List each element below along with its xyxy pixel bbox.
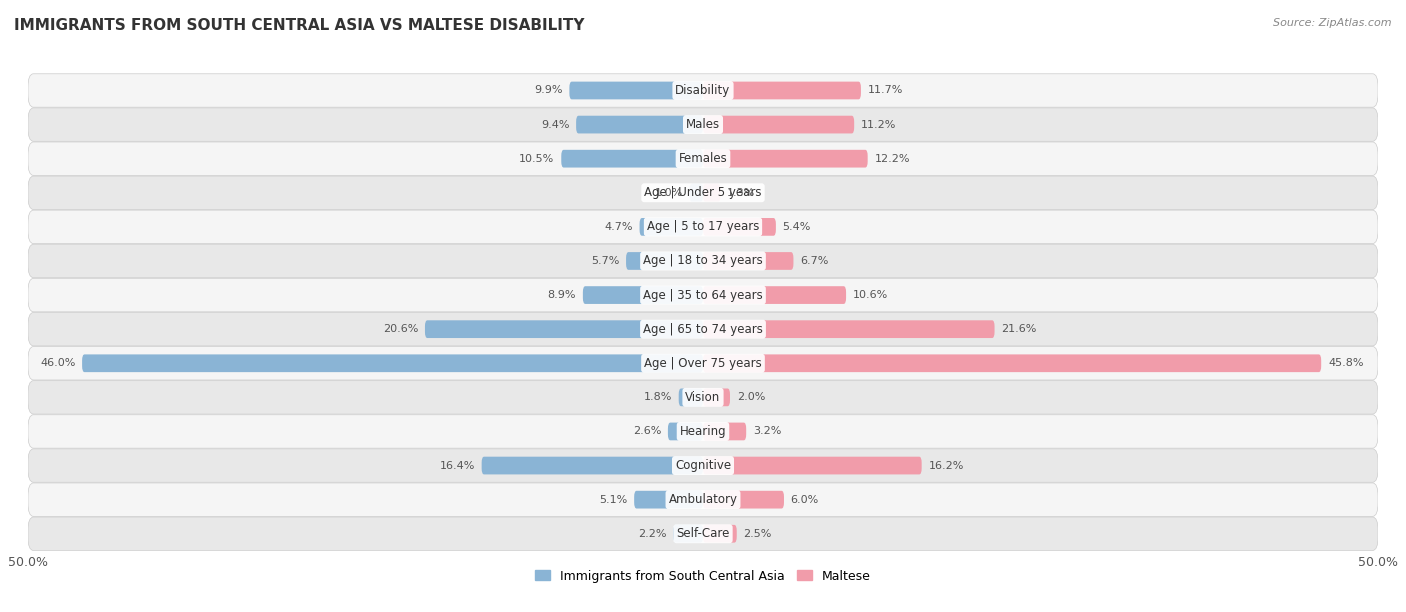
Text: 11.2%: 11.2% [860, 119, 896, 130]
Text: 9.4%: 9.4% [541, 119, 569, 130]
Text: Ambulatory: Ambulatory [668, 493, 738, 506]
FancyBboxPatch shape [583, 286, 703, 304]
FancyBboxPatch shape [703, 457, 922, 474]
FancyBboxPatch shape [28, 415, 1378, 448]
FancyBboxPatch shape [28, 176, 1378, 209]
Text: Cognitive: Cognitive [675, 459, 731, 472]
Text: 11.7%: 11.7% [868, 86, 903, 95]
Text: 2.6%: 2.6% [633, 427, 661, 436]
Text: 3.2%: 3.2% [754, 427, 782, 436]
FancyBboxPatch shape [28, 449, 1378, 482]
FancyBboxPatch shape [28, 74, 1378, 107]
FancyBboxPatch shape [82, 354, 703, 372]
Text: 1.0%: 1.0% [655, 188, 683, 198]
FancyBboxPatch shape [28, 517, 1378, 550]
FancyBboxPatch shape [673, 525, 703, 543]
FancyBboxPatch shape [703, 150, 868, 168]
FancyBboxPatch shape [689, 184, 703, 201]
FancyBboxPatch shape [703, 81, 860, 99]
Legend: Immigrants from South Central Asia, Maltese: Immigrants from South Central Asia, Malt… [530, 564, 876, 588]
Text: 46.0%: 46.0% [39, 358, 76, 368]
Text: 16.2%: 16.2% [928, 461, 963, 471]
FancyBboxPatch shape [28, 244, 1378, 278]
Text: Age | 18 to 34 years: Age | 18 to 34 years [643, 255, 763, 267]
FancyBboxPatch shape [703, 252, 793, 270]
Text: 2.0%: 2.0% [737, 392, 765, 402]
FancyBboxPatch shape [561, 150, 703, 168]
FancyBboxPatch shape [703, 389, 730, 406]
FancyBboxPatch shape [28, 108, 1378, 141]
Text: 12.2%: 12.2% [875, 154, 910, 163]
FancyBboxPatch shape [668, 423, 703, 440]
FancyBboxPatch shape [425, 320, 703, 338]
Text: Disability: Disability [675, 84, 731, 97]
Text: Self-Care: Self-Care [676, 528, 730, 540]
Text: Age | 35 to 64 years: Age | 35 to 64 years [643, 289, 763, 302]
FancyBboxPatch shape [703, 218, 776, 236]
Text: 1.8%: 1.8% [644, 392, 672, 402]
FancyBboxPatch shape [626, 252, 703, 270]
FancyBboxPatch shape [569, 81, 703, 99]
Text: 10.5%: 10.5% [519, 154, 554, 163]
Text: 1.3%: 1.3% [727, 188, 755, 198]
Text: 2.5%: 2.5% [744, 529, 772, 539]
Text: 16.4%: 16.4% [440, 461, 475, 471]
FancyBboxPatch shape [703, 354, 1322, 372]
FancyBboxPatch shape [703, 423, 747, 440]
Text: Age | 65 to 74 years: Age | 65 to 74 years [643, 323, 763, 335]
Text: Age | 5 to 17 years: Age | 5 to 17 years [647, 220, 759, 233]
FancyBboxPatch shape [576, 116, 703, 133]
FancyBboxPatch shape [679, 389, 703, 406]
FancyBboxPatch shape [634, 491, 703, 509]
Text: 21.6%: 21.6% [1001, 324, 1036, 334]
FancyBboxPatch shape [28, 313, 1378, 346]
Text: 10.6%: 10.6% [853, 290, 889, 300]
Text: Age | Over 75 years: Age | Over 75 years [644, 357, 762, 370]
Text: 2.2%: 2.2% [638, 529, 666, 539]
Text: Hearing: Hearing [679, 425, 727, 438]
FancyBboxPatch shape [703, 320, 994, 338]
FancyBboxPatch shape [482, 457, 703, 474]
Text: 5.7%: 5.7% [591, 256, 619, 266]
FancyBboxPatch shape [703, 286, 846, 304]
FancyBboxPatch shape [28, 142, 1378, 176]
FancyBboxPatch shape [703, 116, 855, 133]
FancyBboxPatch shape [28, 381, 1378, 414]
Text: 5.1%: 5.1% [599, 494, 627, 505]
Text: 45.8%: 45.8% [1327, 358, 1364, 368]
Text: 4.7%: 4.7% [605, 222, 633, 232]
FancyBboxPatch shape [28, 483, 1378, 517]
FancyBboxPatch shape [640, 218, 703, 236]
Text: 8.9%: 8.9% [547, 290, 576, 300]
Text: 6.0%: 6.0% [790, 494, 818, 505]
FancyBboxPatch shape [28, 278, 1378, 312]
Text: Source: ZipAtlas.com: Source: ZipAtlas.com [1274, 18, 1392, 28]
FancyBboxPatch shape [703, 491, 785, 509]
Text: Vision: Vision [685, 391, 721, 404]
Text: 9.9%: 9.9% [534, 86, 562, 95]
Text: 20.6%: 20.6% [382, 324, 418, 334]
FancyBboxPatch shape [703, 184, 720, 201]
FancyBboxPatch shape [28, 346, 1378, 380]
Text: 6.7%: 6.7% [800, 256, 828, 266]
FancyBboxPatch shape [28, 210, 1378, 244]
Text: Females: Females [679, 152, 727, 165]
Text: Age | Under 5 years: Age | Under 5 years [644, 186, 762, 200]
Text: Males: Males [686, 118, 720, 131]
Text: 5.4%: 5.4% [783, 222, 811, 232]
Text: IMMIGRANTS FROM SOUTH CENTRAL ASIA VS MALTESE DISABILITY: IMMIGRANTS FROM SOUTH CENTRAL ASIA VS MA… [14, 18, 585, 34]
FancyBboxPatch shape [703, 525, 737, 543]
